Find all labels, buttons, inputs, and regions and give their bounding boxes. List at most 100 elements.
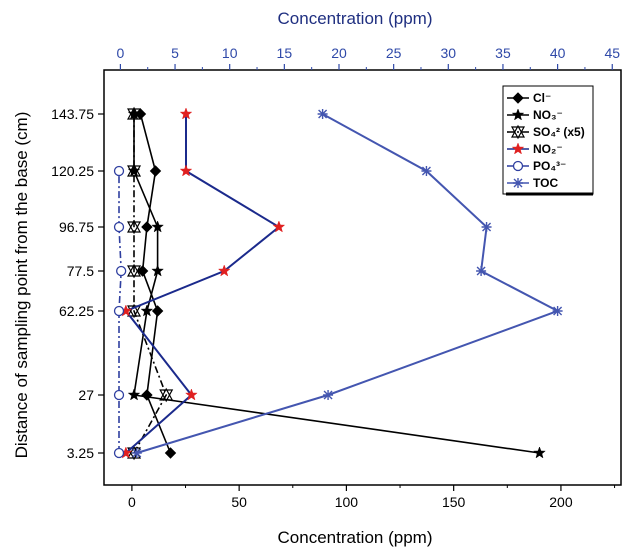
data-point-po4 <box>116 265 127 277</box>
data-point-no2 <box>179 107 193 120</box>
data-point-toc-shape <box>131 448 142 458</box>
data-point-po4-shape <box>113 221 125 233</box>
data-point-toc-shape <box>317 109 328 119</box>
data-point-po4-shape <box>113 389 125 401</box>
data-point-so4-shape <box>127 263 142 279</box>
y-axis-title: Distance of sampling point from the base… <box>12 112 31 459</box>
data-point-no2 <box>272 220 286 233</box>
x-bottom-tick-label: 0 <box>128 494 136 510</box>
data-point-toc <box>552 306 563 316</box>
data-point-po4-shape <box>113 447 125 459</box>
x-bottom-tick-label: 50 <box>231 494 247 510</box>
data-point-so4 <box>127 163 142 179</box>
data-point-so4 <box>159 387 174 403</box>
y-tick-label: 3.25 <box>67 445 94 461</box>
x-top-tick-label: 25 <box>386 45 402 61</box>
x-top-tick-label: 10 <box>222 45 238 61</box>
legend-marker-cl-shape <box>512 92 524 104</box>
data-point-no3-shape <box>127 388 141 401</box>
data-point-no2-shape <box>217 264 231 277</box>
y-tick-label: 96.75 <box>59 219 94 235</box>
legend-label-cl: Cl⁻ <box>533 91 551 105</box>
legend-marker-so4-shape <box>510 124 526 140</box>
legend-marker-cl <box>512 92 524 104</box>
data-point-cl <box>136 265 149 277</box>
data-point-po4 <box>113 447 125 459</box>
legend-marker-toc <box>513 178 523 188</box>
data-point-toc <box>476 266 487 276</box>
x-top-tick-label: 20 <box>331 45 347 61</box>
x-top-tick-label: 30 <box>441 45 457 61</box>
series-line-toc <box>136 113 561 454</box>
legend-marker-toc-shape <box>513 178 523 188</box>
x-axis-title-top: Concentration (ppm) <box>278 9 433 28</box>
data-point-so4-shape <box>127 106 142 122</box>
data-point-no2-shape <box>185 388 198 401</box>
data-point-cl-shape <box>136 265 149 277</box>
data-point-cl <box>151 305 164 317</box>
y-tick-label: 27 <box>78 387 94 403</box>
x-bottom-tick-label: 100 <box>335 494 359 510</box>
data-point-no3 <box>151 220 164 233</box>
x-top-tick-label: 40 <box>550 45 566 61</box>
data-point-toc <box>323 390 334 400</box>
data-point-no3 <box>151 264 164 277</box>
data-point-toc-shape <box>421 166 432 176</box>
legend-marker-no3 <box>511 108 525 121</box>
data-point-toc <box>317 109 328 119</box>
legend-label-toc: TOC <box>533 176 558 190</box>
series-line-cl <box>139 113 172 454</box>
data-point-no2-shape <box>272 220 286 233</box>
data-point-po4 <box>113 165 125 177</box>
data-point-cl-shape <box>164 447 177 459</box>
plot-frame <box>103 69 622 486</box>
data-point-so4-shape <box>127 303 142 319</box>
data-point-no3-shape <box>533 446 546 459</box>
legend-marker-so4 <box>510 124 526 140</box>
data-point-cl-shape <box>151 305 164 317</box>
data-point-cl <box>141 221 153 233</box>
legend-marker-no2-shape <box>511 142 525 155</box>
data-point-toc-shape <box>476 266 487 276</box>
data-point-no3 <box>533 446 546 459</box>
data-point-so4 <box>127 303 142 319</box>
data-point-po4-shape <box>113 165 125 177</box>
data-point-po4 <box>113 221 125 233</box>
data-point-cl-shape <box>141 389 153 401</box>
y-tick-label: 77.5 <box>67 263 94 279</box>
x-bottom-tick-label: 150 <box>442 494 466 510</box>
x-axis-title-bottom: Concentration (ppm) <box>278 528 433 547</box>
data-point-cl <box>149 165 162 177</box>
legend-label-po4: PO₄³⁻ <box>533 159 566 173</box>
data-point-no2-shape <box>179 164 193 177</box>
data-point-cl <box>141 389 153 401</box>
x-top-tick-label: 15 <box>277 45 293 61</box>
data-point-so4 <box>127 263 142 279</box>
data-point-no2 <box>179 164 193 177</box>
data-point-so4 <box>127 106 142 122</box>
legend-label-no3: NO₃⁻ <box>533 108 563 122</box>
data-point-no3-shape <box>151 220 164 233</box>
legend-marker-no2 <box>511 142 525 155</box>
data-point-cl-shape <box>141 221 153 233</box>
data-point-no2 <box>185 388 198 401</box>
series-line-no2 <box>124 114 281 454</box>
data-point-no3 <box>127 388 141 401</box>
data-point-toc-shape <box>323 390 334 400</box>
data-point-po4-shape <box>113 305 125 317</box>
data-point-toc <box>481 222 492 232</box>
x-top-tick-label: 0 <box>116 45 124 61</box>
data-point-toc-shape <box>481 222 492 232</box>
x-top-tick-label: 35 <box>495 45 511 61</box>
data-point-no3-shape <box>151 264 164 277</box>
data-point-toc <box>421 166 432 176</box>
data-point-so4 <box>127 219 142 235</box>
data-point-cl-shape <box>149 165 162 177</box>
data-point-po4 <box>113 305 125 317</box>
data-point-so4-shape <box>159 387 174 403</box>
legend-label-no2: NO₂⁻ <box>533 142 563 156</box>
data-point-toc <box>131 448 142 458</box>
data-point-cl <box>164 447 177 459</box>
